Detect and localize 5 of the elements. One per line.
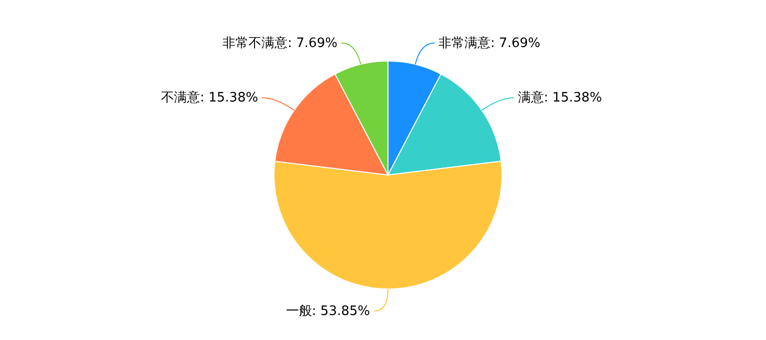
slice-label: 不满意: 15.38% (160, 90, 258, 106)
slice-label: 非常不满意: 7.69% (222, 36, 338, 51)
slice-label: 非常满意: 7.69% (438, 36, 540, 51)
slice-label: 满意: 15.38% (518, 90, 602, 106)
slice-label: 一般: 53.85% (286, 304, 370, 319)
